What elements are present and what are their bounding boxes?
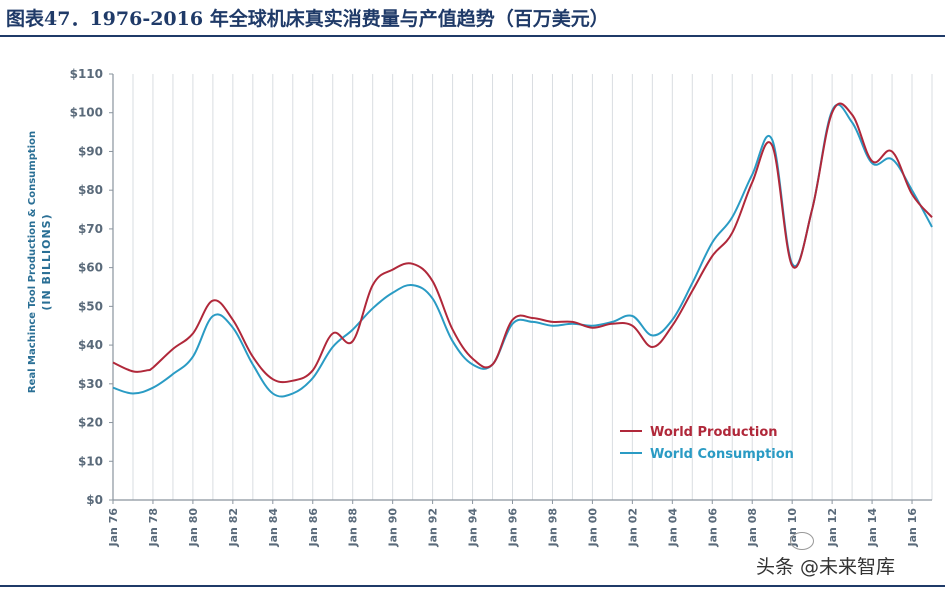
chart-header: 图表47．1976-2016 年全球机床真实消费量与产值趋势（百万美元） — [0, 0, 945, 37]
x-tick-label: Jan 06 — [706, 508, 719, 548]
y-tick-label: $80 — [78, 183, 103, 197]
series-lines — [112, 102, 933, 398]
y-tick-label: $30 — [78, 377, 103, 391]
y-tick-label: $0 — [86, 493, 103, 507]
y-tick-label: $70 — [78, 222, 103, 236]
x-tick-label: Jan 12 — [826, 508, 839, 547]
watermark-icon — [790, 532, 814, 550]
y-tick-label: $90 — [78, 144, 103, 158]
y-tick-label: $100 — [70, 106, 103, 120]
x-tick-label: Jan 08 — [746, 508, 759, 547]
watermark: 头条 @未来智库 — [756, 556, 896, 578]
x-tick-label: Jan 82 — [227, 508, 240, 547]
x-tick-label: Jan 00 — [586, 508, 599, 548]
legend-label: World Production — [650, 425, 778, 440]
x-tick-label: Jan 16 — [906, 508, 919, 548]
y-tick-label: $40 — [78, 338, 103, 352]
x-tick-label: Jan 94 — [467, 508, 480, 548]
x-tick-label: Jan 80 — [187, 508, 200, 548]
x-tick-label: Jan 76 — [107, 508, 120, 548]
x-tick-label: Jan 96 — [507, 508, 520, 548]
y-tick-label: $60 — [78, 261, 103, 275]
x-tick-label: Jan 78 — [147, 508, 160, 547]
y-tick-label: $110 — [70, 67, 103, 81]
x-tick-label: Jan 88 — [347, 508, 360, 547]
y-tick-label: $20 — [78, 416, 103, 430]
x-axis-tick-labels: Jan 76 Jan 78 Jan 80 Jan 82 Jan 84 Jan 86 Jan … — [107, 508, 919, 548]
x-tick-label: Jan 14 — [866, 508, 879, 548]
x-tick-label: Jan 98 — [546, 508, 559, 547]
x-tick-label: Jan 04 — [666, 508, 679, 548]
footer-rule — [0, 585, 945, 587]
x-tick-label: Jan 02 — [626, 508, 639, 547]
legend: World Production World Consumption — [620, 425, 794, 462]
chart-title: 图表47．1976-2016 年全球机床真实消费量与产值趋势（百万美元） — [6, 8, 609, 30]
y-axis-unit-label: (IN BILLIONS) — [40, 213, 53, 310]
series-line-world-consumption — [112, 103, 933, 398]
y-axis-tick-labels: $0 $10 $20 $30 $40 $50 $60 $70 $80 $90 $100 $110 — [70, 67, 103, 507]
x-tick-label: Jan 92 — [427, 508, 440, 547]
y-tick-label: $50 — [78, 299, 103, 313]
header-rule — [0, 35, 945, 37]
series-line-world-production — [112, 102, 933, 384]
legend-label: World Consumption — [650, 447, 794, 462]
x-tick-label: Jan 90 — [387, 508, 400, 548]
y-axis-label: Real Machince Tool Production & Consumpt… — [27, 131, 38, 393]
vertical-gridlines — [112, 74, 933, 500]
x-tick-label: Jan 84 — [267, 508, 280, 548]
axes — [109, 73, 932, 504]
y-tick-label: $10 — [78, 454, 103, 468]
x-tick-label: Jan 86 — [307, 508, 320, 548]
